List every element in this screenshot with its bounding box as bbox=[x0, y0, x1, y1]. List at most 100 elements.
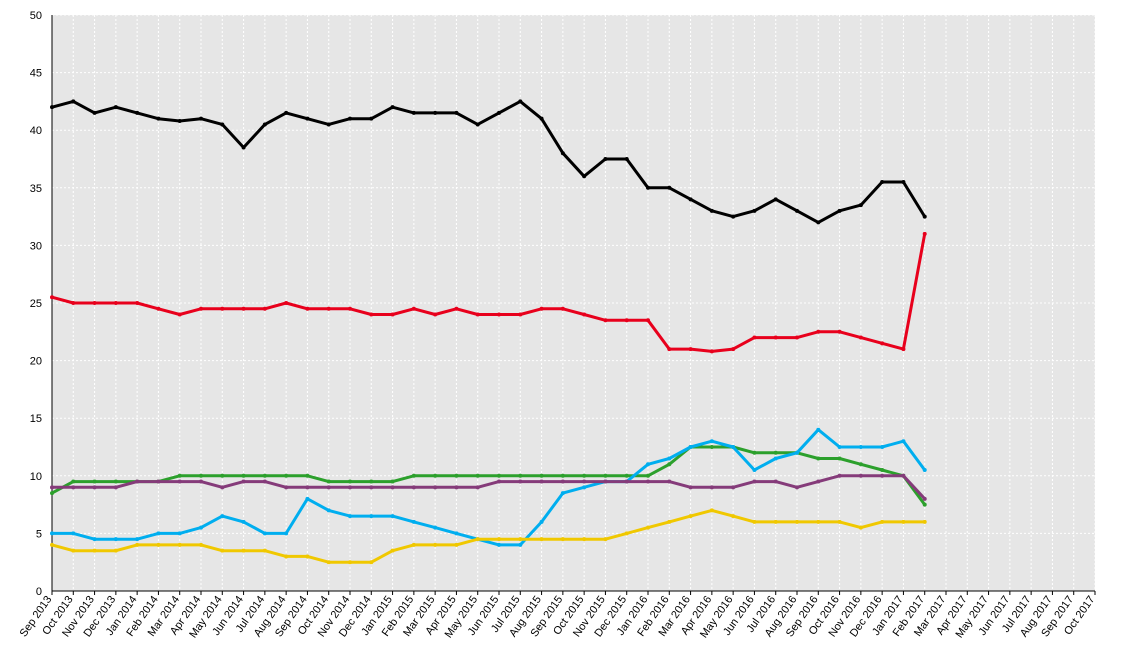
data-point bbox=[199, 479, 203, 484]
data-point bbox=[582, 537, 587, 542]
data-point bbox=[71, 548, 76, 553]
data-point bbox=[284, 473, 289, 478]
data-point bbox=[624, 318, 629, 323]
data-point bbox=[646, 473, 650, 478]
data-point bbox=[284, 301, 289, 305]
data-point bbox=[241, 306, 246, 311]
data-point bbox=[816, 479, 821, 484]
y-tick-label: 10 bbox=[30, 471, 42, 483]
data-point bbox=[220, 306, 225, 311]
data-point bbox=[156, 306, 161, 311]
data-point bbox=[326, 508, 331, 513]
data-point bbox=[752, 450, 757, 455]
y-tick-label: 30 bbox=[30, 240, 42, 252]
data-point bbox=[603, 479, 608, 484]
data-point bbox=[241, 479, 246, 484]
data-point bbox=[773, 335, 778, 340]
data-point bbox=[688, 197, 693, 202]
data-point bbox=[560, 479, 565, 484]
data-point bbox=[497, 312, 501, 317]
data-point bbox=[880, 473, 885, 478]
data-point bbox=[433, 473, 438, 478]
data-point bbox=[348, 560, 352, 565]
data-point bbox=[454, 110, 459, 115]
data-point bbox=[199, 542, 203, 547]
data-point bbox=[646, 479, 650, 484]
data-point bbox=[497, 479, 501, 484]
data-point bbox=[901, 519, 906, 524]
data-point bbox=[113, 537, 118, 542]
data-point bbox=[816, 427, 821, 432]
data-point bbox=[688, 445, 693, 449]
data-point bbox=[135, 537, 140, 542]
data-point bbox=[113, 479, 118, 484]
data-point bbox=[837, 473, 842, 478]
data-point bbox=[305, 554, 310, 559]
data-point bbox=[922, 214, 927, 219]
data-point bbox=[50, 105, 54, 110]
data-point bbox=[326, 560, 331, 565]
data-point bbox=[156, 116, 161, 121]
data-point bbox=[518, 479, 523, 484]
data-point bbox=[858, 445, 863, 449]
data-point bbox=[773, 197, 778, 202]
data-point bbox=[795, 335, 799, 340]
data-point bbox=[113, 485, 118, 490]
data-point bbox=[284, 110, 289, 115]
data-point bbox=[752, 335, 757, 340]
data-point bbox=[262, 548, 267, 553]
data-point bbox=[837, 329, 842, 334]
data-point bbox=[795, 485, 799, 490]
data-point bbox=[539, 537, 544, 542]
data-point bbox=[369, 485, 374, 490]
data-point bbox=[411, 473, 416, 478]
data-point bbox=[326, 122, 331, 127]
y-tick-label: 0 bbox=[36, 586, 42, 598]
data-point bbox=[858, 462, 863, 467]
data-point bbox=[71, 301, 76, 305]
data-point bbox=[199, 306, 203, 311]
data-point bbox=[284, 554, 289, 559]
data-point bbox=[177, 479, 182, 484]
data-point bbox=[454, 531, 459, 536]
y-tick-label: 5 bbox=[36, 528, 42, 540]
data-point bbox=[135, 542, 140, 547]
data-point bbox=[390, 105, 395, 110]
data-point bbox=[624, 157, 629, 161]
data-point bbox=[688, 347, 693, 352]
data-point bbox=[411, 110, 416, 115]
data-point bbox=[922, 468, 927, 473]
data-point bbox=[262, 531, 267, 536]
data-point bbox=[411, 306, 416, 311]
data-point bbox=[497, 537, 501, 542]
data-point bbox=[262, 122, 267, 127]
data-point bbox=[667, 519, 672, 524]
data-point bbox=[518, 473, 523, 478]
data-point bbox=[284, 485, 289, 490]
data-point bbox=[667, 479, 672, 484]
data-point bbox=[667, 185, 672, 190]
data-point bbox=[177, 531, 182, 536]
data-point bbox=[731, 485, 736, 490]
data-point bbox=[135, 479, 140, 484]
data-point bbox=[113, 548, 118, 553]
data-point bbox=[497, 473, 501, 478]
data-point bbox=[603, 473, 608, 478]
data-point bbox=[262, 306, 267, 311]
data-point bbox=[624, 531, 629, 536]
data-point bbox=[71, 479, 76, 484]
data-point bbox=[560, 537, 565, 542]
data-point bbox=[497, 110, 501, 115]
data-point bbox=[71, 485, 76, 490]
data-point bbox=[901, 347, 906, 352]
data-point bbox=[731, 514, 736, 519]
data-point bbox=[646, 462, 650, 467]
data-point bbox=[241, 519, 246, 524]
data-point bbox=[92, 479, 97, 484]
data-point bbox=[816, 329, 821, 334]
data-point bbox=[582, 485, 587, 490]
data-point bbox=[752, 479, 757, 484]
series-line bbox=[51, 508, 925, 564]
data-point bbox=[348, 306, 352, 311]
